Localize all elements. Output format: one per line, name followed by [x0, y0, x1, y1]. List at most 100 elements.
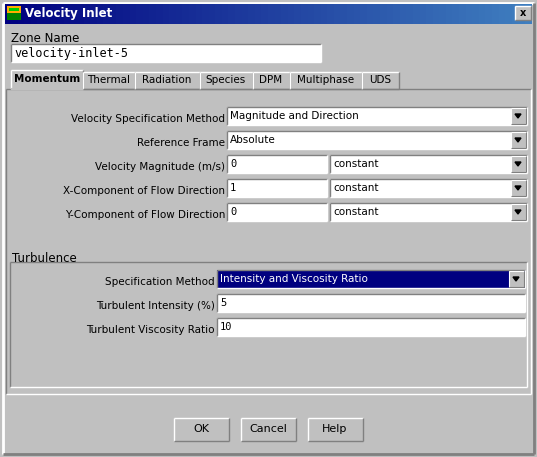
- Bar: [149, 4, 156, 24]
- Bar: [227, 155, 327, 173]
- Bar: [90, 4, 97, 24]
- Bar: [433, 4, 440, 24]
- Bar: [103, 4, 110, 24]
- Bar: [347, 4, 354, 24]
- Bar: [182, 4, 189, 24]
- Bar: [11, 70, 83, 89]
- Text: constant: constant: [333, 159, 379, 169]
- Bar: [511, 108, 526, 124]
- Bar: [248, 4, 255, 24]
- Bar: [11, 44, 321, 62]
- Bar: [512, 4, 519, 24]
- Text: Velocity Inlet: Velocity Inlet: [25, 7, 112, 21]
- Text: DPM: DPM: [259, 75, 282, 85]
- Text: Y-Component of Flow Direction: Y-Component of Flow Direction: [64, 210, 225, 220]
- Text: Cancel: Cancel: [249, 424, 287, 434]
- Text: Reference Frame: Reference Frame: [137, 138, 225, 148]
- Bar: [7, 6, 21, 20]
- Bar: [459, 4, 466, 24]
- Bar: [136, 4, 143, 24]
- Polygon shape: [515, 186, 521, 190]
- Bar: [511, 204, 526, 220]
- Polygon shape: [513, 277, 519, 281]
- Bar: [327, 4, 334, 24]
- Bar: [110, 4, 117, 24]
- Text: Thermal: Thermal: [88, 75, 130, 85]
- Bar: [393, 4, 400, 24]
- Bar: [228, 4, 235, 24]
- Bar: [135, 72, 200, 89]
- Bar: [176, 4, 183, 24]
- Bar: [57, 4, 64, 24]
- Bar: [123, 4, 130, 24]
- Polygon shape: [515, 138, 521, 142]
- Bar: [227, 203, 327, 221]
- Bar: [308, 4, 315, 24]
- Bar: [196, 4, 203, 24]
- Bar: [77, 4, 84, 24]
- Bar: [217, 270, 525, 288]
- Bar: [6, 89, 531, 394]
- Bar: [24, 4, 31, 24]
- Bar: [290, 72, 362, 89]
- Bar: [509, 271, 524, 287]
- Text: 0: 0: [230, 159, 236, 169]
- Bar: [466, 4, 473, 24]
- Bar: [11, 4, 18, 24]
- Bar: [420, 4, 427, 24]
- Bar: [18, 4, 25, 24]
- Bar: [511, 156, 526, 172]
- Bar: [308, 418, 363, 441]
- Bar: [515, 6, 531, 20]
- Bar: [362, 72, 399, 89]
- Text: Multiphase: Multiphase: [297, 75, 354, 85]
- Text: x: x: [520, 8, 526, 18]
- Bar: [492, 4, 499, 24]
- Text: X-Component of Flow Direction: X-Component of Flow Direction: [63, 186, 225, 196]
- Bar: [518, 4, 525, 24]
- Bar: [505, 4, 512, 24]
- Bar: [367, 4, 374, 24]
- Bar: [156, 4, 163, 24]
- Bar: [511, 132, 526, 148]
- Bar: [288, 4, 295, 24]
- Bar: [169, 4, 176, 24]
- Bar: [406, 4, 413, 24]
- Bar: [64, 4, 71, 24]
- Bar: [7, 6, 21, 13]
- Text: velocity-inlet-5: velocity-inlet-5: [14, 47, 128, 59]
- Bar: [275, 4, 282, 24]
- Bar: [511, 180, 526, 196]
- Bar: [426, 4, 433, 24]
- Bar: [360, 4, 367, 24]
- Bar: [217, 294, 525, 312]
- Bar: [261, 4, 268, 24]
- Bar: [174, 418, 229, 441]
- Bar: [227, 107, 527, 125]
- Bar: [209, 4, 216, 24]
- Bar: [255, 4, 262, 24]
- Text: UDS: UDS: [369, 75, 391, 85]
- Bar: [242, 4, 249, 24]
- Text: Magnitude and Direction: Magnitude and Direction: [230, 111, 359, 121]
- Bar: [235, 4, 242, 24]
- Bar: [380, 4, 387, 24]
- Text: Absolute: Absolute: [230, 135, 276, 145]
- Bar: [5, 4, 12, 24]
- Text: Turbulence: Turbulence: [12, 251, 77, 265]
- Bar: [222, 4, 229, 24]
- Text: Velocity Specification Method: Velocity Specification Method: [71, 114, 225, 124]
- Text: 1: 1: [230, 183, 236, 193]
- Text: Radiation: Radiation: [142, 75, 192, 85]
- Text: Momentum: Momentum: [14, 74, 80, 84]
- Bar: [479, 4, 486, 24]
- Bar: [373, 4, 380, 24]
- Bar: [189, 4, 196, 24]
- Text: Species: Species: [206, 75, 246, 85]
- Text: 0: 0: [230, 207, 236, 217]
- Bar: [70, 4, 77, 24]
- Bar: [525, 4, 532, 24]
- Bar: [452, 4, 459, 24]
- Bar: [330, 203, 527, 221]
- Bar: [446, 4, 453, 24]
